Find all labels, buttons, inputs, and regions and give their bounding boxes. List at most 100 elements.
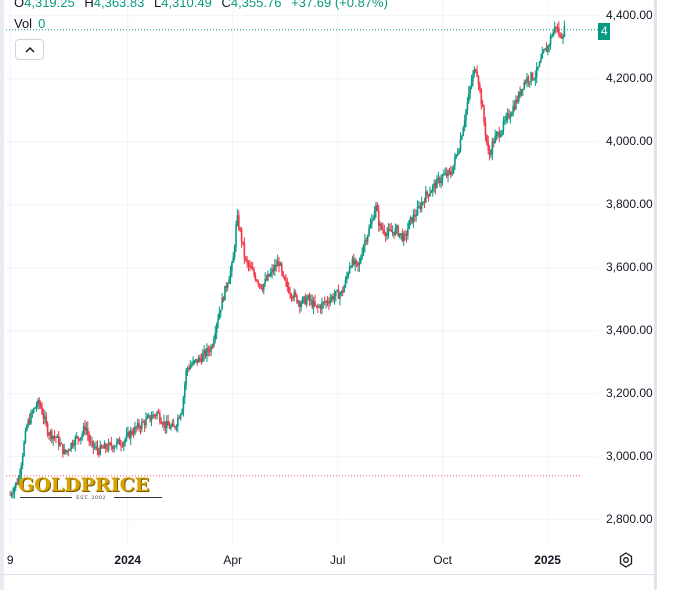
candle-body — [407, 228, 409, 236]
candle-body — [222, 297, 225, 301]
candle-body — [289, 292, 291, 295]
y-tick-label: 3,800.00 — [606, 196, 653, 211]
high-label: H — [84, 0, 94, 10]
candle-body — [513, 106, 516, 110]
candle-body — [46, 423, 49, 435]
candle-body — [376, 205, 379, 212]
candle-body — [28, 419, 31, 424]
candle-body — [265, 278, 268, 281]
candle-body — [63, 449, 66, 454]
candle-body — [217, 319, 219, 325]
candle-body — [559, 35, 562, 37]
candle-body — [339, 293, 341, 299]
logo-rule-right — [114, 497, 162, 498]
candle-body — [530, 72, 532, 82]
candle-body — [175, 426, 178, 428]
candle-body — [110, 443, 113, 447]
candle-body — [218, 312, 221, 320]
candle-body — [201, 354, 204, 362]
candle-body — [305, 299, 308, 305]
candle-body — [524, 82, 527, 84]
candle-body — [282, 271, 284, 277]
candle-body — [431, 185, 434, 192]
candle-body — [308, 295, 311, 301]
open-label: O — [14, 0, 25, 10]
candle-body — [355, 260, 358, 263]
candle-body — [347, 273, 350, 277]
candle-body — [246, 259, 248, 263]
candle-body — [523, 82, 526, 89]
chart-settings-button[interactable] — [615, 550, 637, 570]
candle-body — [156, 412, 158, 416]
candle-body — [31, 412, 34, 414]
candle-body — [351, 258, 354, 267]
candle-body — [468, 92, 470, 103]
low-value: 4,310.49 — [161, 0, 212, 10]
candle-body — [461, 135, 463, 140]
price-chart[interactable] — [0, 0, 654, 574]
candle-body — [321, 302, 323, 310]
candle-body — [10, 494, 13, 496]
candle-body — [196, 359, 199, 363]
candle-body — [517, 92, 520, 102]
vol-label: Vol — [14, 16, 33, 31]
candle-body — [463, 120, 466, 128]
candle-body — [21, 455, 24, 466]
candle-body — [88, 434, 90, 442]
left-edge — [0, 0, 4, 590]
candle-body — [221, 297, 223, 310]
candle-body — [59, 443, 61, 446]
candle-body — [185, 370, 187, 385]
candle-body — [361, 253, 363, 259]
close-label: C — [221, 0, 231, 10]
candle-body — [253, 269, 255, 275]
candle-body — [551, 36, 553, 38]
candle-body — [105, 443, 107, 449]
y-tick-label: 4,000.00 — [606, 133, 653, 148]
candle-body — [283, 276, 286, 280]
candle-body — [354, 260, 356, 265]
candle-body — [373, 211, 376, 220]
collapse-legend-button[interactable] — [15, 39, 44, 60]
candle-body — [193, 360, 196, 362]
candle-body — [366, 235, 369, 242]
candle-body — [429, 193, 431, 196]
candle-body — [441, 175, 444, 181]
candle-body — [498, 132, 501, 137]
candle-body — [425, 191, 427, 203]
candle-body — [546, 45, 549, 52]
candle-body — [125, 433, 128, 440]
candle-body — [362, 245, 365, 254]
candle-body — [225, 285, 228, 288]
candle-body — [476, 71, 478, 77]
candle-body — [389, 228, 391, 230]
candle-body — [484, 121, 487, 135]
candle-body — [377, 211, 380, 226]
right-panel-border — [654, 0, 657, 590]
candle-body — [86, 428, 89, 435]
x-tick-label: Oct — [433, 553, 452, 567]
candle-body — [272, 269, 275, 272]
candle-body — [236, 215, 239, 225]
candle-body — [332, 296, 334, 300]
overlays — [6, 29, 598, 477]
candles — [9, 20, 566, 499]
candle-body — [199, 357, 201, 359]
candle-body — [393, 231, 395, 235]
low-label: L — [153, 0, 162, 10]
candle-body — [226, 283, 229, 288]
candle-body — [434, 183, 437, 189]
candle-body — [35, 406, 38, 408]
candle-body — [334, 291, 337, 297]
candle-body — [62, 444, 64, 454]
candle-body — [411, 217, 413, 223]
candle-body — [153, 414, 156, 416]
candle-body — [214, 332, 217, 340]
candle-body — [494, 135, 496, 144]
candle-body — [438, 177, 441, 184]
candle-body — [114, 445, 117, 447]
candle-body — [369, 224, 372, 229]
candle-body — [372, 219, 375, 221]
candle-body — [448, 170, 451, 172]
candle-body — [81, 433, 84, 438]
